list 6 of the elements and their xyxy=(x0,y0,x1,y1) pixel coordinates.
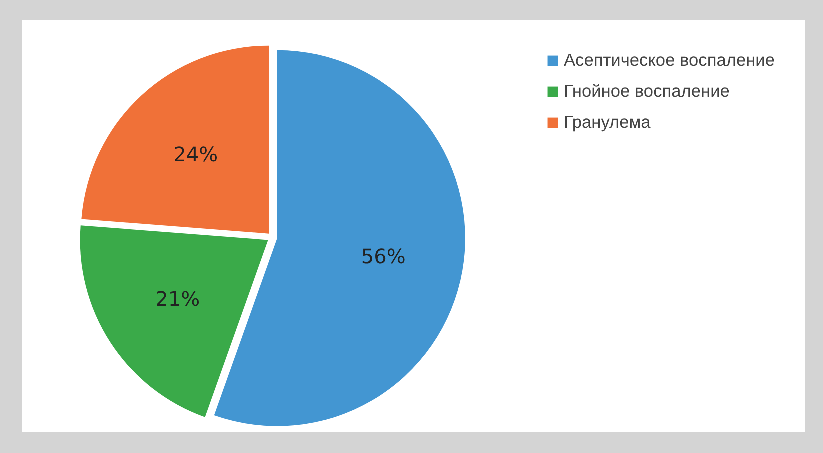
legend-label: Гранулема xyxy=(564,112,651,133)
legend-label: Асептическое воспаление xyxy=(564,50,775,71)
data-label: 24% xyxy=(174,142,218,167)
data-label: 56% xyxy=(361,244,406,269)
data-label: 21% xyxy=(156,286,200,311)
legend-label: Гнойное воспаление xyxy=(564,81,730,102)
